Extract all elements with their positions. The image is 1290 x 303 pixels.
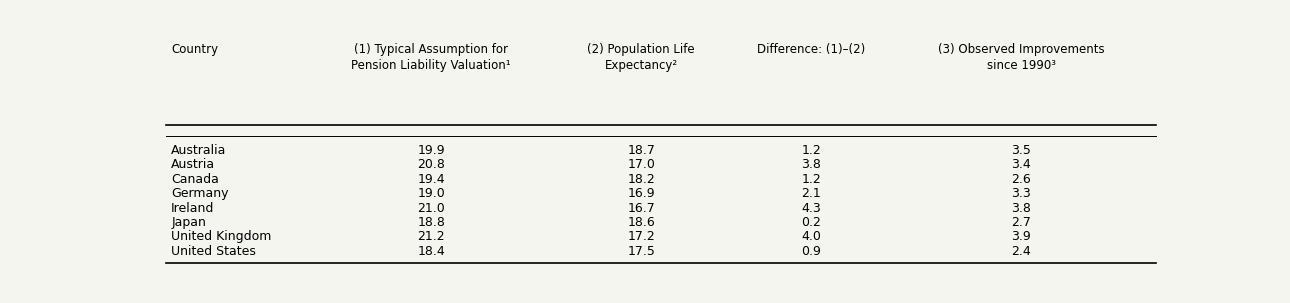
Text: 17.2: 17.2 bbox=[627, 231, 655, 244]
Text: Country: Country bbox=[172, 43, 218, 56]
Text: 4.3: 4.3 bbox=[801, 201, 820, 215]
Text: 0.2: 0.2 bbox=[801, 216, 820, 229]
Text: United Kingdom: United Kingdom bbox=[172, 231, 272, 244]
Text: 2.7: 2.7 bbox=[1011, 216, 1031, 229]
Text: (3) Observed Improvements
since 1990³: (3) Observed Improvements since 1990³ bbox=[938, 43, 1104, 72]
Text: 18.6: 18.6 bbox=[627, 216, 655, 229]
Text: 2.6: 2.6 bbox=[1011, 173, 1031, 186]
Text: 2.4: 2.4 bbox=[1011, 245, 1031, 258]
Text: 0.9: 0.9 bbox=[801, 245, 820, 258]
Text: Germany: Germany bbox=[172, 187, 228, 200]
Text: 3.4: 3.4 bbox=[1011, 158, 1031, 171]
Text: 19.0: 19.0 bbox=[417, 187, 445, 200]
Text: 19.9: 19.9 bbox=[418, 144, 445, 157]
Text: 3.5: 3.5 bbox=[1011, 144, 1031, 157]
Text: (2) Population Life
Expectancy²: (2) Population Life Expectancy² bbox=[587, 43, 695, 72]
Text: 18.4: 18.4 bbox=[417, 245, 445, 258]
Text: 19.4: 19.4 bbox=[418, 173, 445, 186]
Text: 16.7: 16.7 bbox=[627, 201, 655, 215]
Text: 1.2: 1.2 bbox=[801, 144, 820, 157]
Text: 18.2: 18.2 bbox=[627, 173, 655, 186]
Text: Japan: Japan bbox=[172, 216, 206, 229]
Text: Canada: Canada bbox=[172, 173, 219, 186]
Text: 17.5: 17.5 bbox=[627, 245, 655, 258]
Text: 18.7: 18.7 bbox=[627, 144, 655, 157]
Text: 21.2: 21.2 bbox=[418, 231, 445, 244]
Text: 3.8: 3.8 bbox=[801, 158, 820, 171]
Text: 21.0: 21.0 bbox=[417, 201, 445, 215]
Text: Australia: Australia bbox=[172, 144, 227, 157]
Text: 17.0: 17.0 bbox=[627, 158, 655, 171]
Text: United States: United States bbox=[172, 245, 257, 258]
Text: 18.8: 18.8 bbox=[417, 216, 445, 229]
Text: 3.9: 3.9 bbox=[1011, 231, 1031, 244]
Text: 3.3: 3.3 bbox=[1011, 187, 1031, 200]
Text: (1) Typical Assumption for
Pension Liability Valuation¹: (1) Typical Assumption for Pension Liabi… bbox=[351, 43, 511, 72]
Text: 16.9: 16.9 bbox=[627, 187, 655, 200]
Text: 3.8: 3.8 bbox=[1011, 201, 1031, 215]
Text: Austria: Austria bbox=[172, 158, 215, 171]
Text: 2.1: 2.1 bbox=[801, 187, 820, 200]
Text: Ireland: Ireland bbox=[172, 201, 214, 215]
Text: Difference: (1)–(2): Difference: (1)–(2) bbox=[757, 43, 866, 56]
Text: 20.8: 20.8 bbox=[417, 158, 445, 171]
Text: 1.2: 1.2 bbox=[801, 173, 820, 186]
Text: 4.0: 4.0 bbox=[801, 231, 820, 244]
